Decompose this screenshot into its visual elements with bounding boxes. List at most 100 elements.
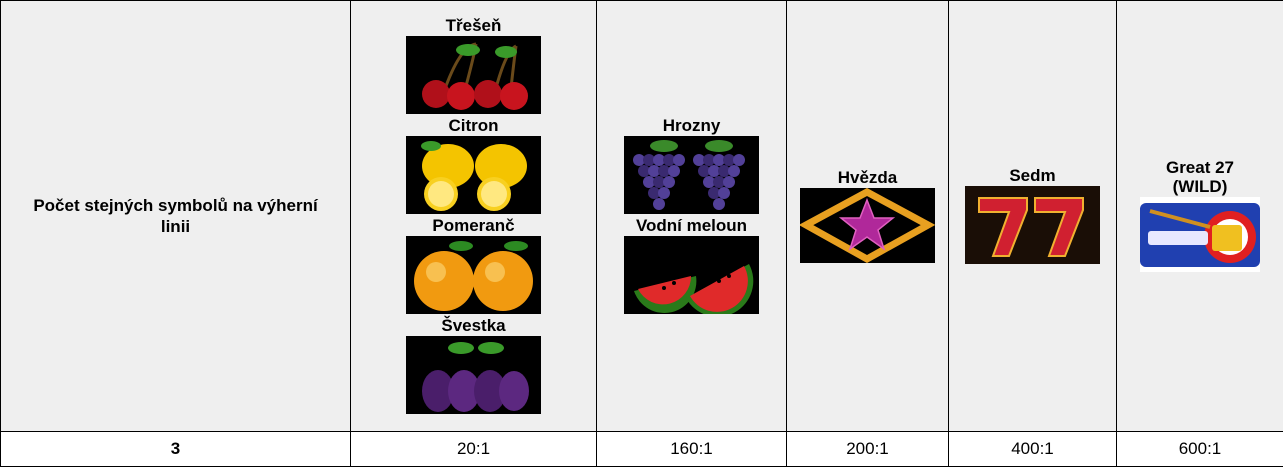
icon-shape	[663, 176, 675, 188]
icon-shape	[650, 140, 678, 152]
icon-shape	[653, 154, 665, 166]
symbol: Vodní meloun	[597, 216, 786, 316]
symbol-cell: Great 27 (WILD)	[1116, 0, 1283, 432]
icon-shape	[648, 187, 660, 199]
icon-shape	[478, 342, 504, 354]
symbol: Great 27 (WILD)	[1117, 158, 1283, 274]
symbol-icon	[1140, 197, 1260, 272]
payout-cell: 400:1	[948, 431, 1117, 467]
icon-shape	[717, 279, 721, 283]
symbol-icon	[624, 136, 759, 214]
icon-shape	[448, 342, 474, 354]
symbol: Sedm	[949, 166, 1116, 266]
icon-shape	[456, 44, 480, 56]
icon-shape	[1149, 209, 1211, 229]
icon-shape	[728, 165, 740, 177]
symbol-icon	[800, 187, 935, 263]
symbol: Pomeranč	[351, 216, 596, 316]
icon-shape	[705, 140, 733, 152]
icon-shape	[1148, 231, 1208, 245]
symbol-name: Citron	[448, 116, 499, 135]
payout-row: 3 20:1 160:1 200:1 400:1 600:1	[0, 431, 1283, 467]
icon-shape	[422, 144, 474, 188]
symbol-icon	[965, 186, 1100, 264]
symbol: Citron	[351, 116, 596, 216]
header-label-cell: Počet stejných symbolů na výherní linii	[0, 0, 351, 432]
icon-shape	[708, 165, 720, 177]
count-cell: 3	[0, 431, 351, 467]
icon-shape	[428, 181, 454, 207]
symbol: Švestka	[351, 316, 596, 416]
icon-shape	[718, 187, 730, 199]
icon-shape	[708, 187, 720, 199]
icon-shape	[703, 154, 715, 166]
icon-shape	[643, 154, 655, 166]
icon-shape	[668, 165, 680, 177]
symbol-name: Hvězda	[837, 167, 898, 187]
icon-shape	[713, 198, 725, 210]
icon-shape	[658, 187, 670, 199]
icon-shape	[474, 80, 502, 108]
symbol-icon	[406, 236, 541, 314]
symbol-cell: Třešeň Citron Pomeranč Švestka	[350, 0, 597, 432]
symbol-name: Sedm	[1009, 166, 1056, 185]
icon-shape	[475, 144, 527, 188]
symbol-icon	[624, 236, 759, 314]
symbol: Hvězda	[787, 168, 948, 265]
icon-shape	[422, 370, 454, 412]
icon-shape	[1212, 225, 1242, 251]
icon-shape	[422, 80, 450, 108]
icon-shape	[638, 165, 650, 177]
icon-shape	[485, 262, 505, 282]
icon-shape	[653, 176, 665, 188]
header-label: Počet stejných symbolů na výherní linii	[33, 196, 318, 236]
icon-shape	[643, 176, 655, 188]
payout-cell: 600:1	[1116, 431, 1283, 467]
icon-shape	[838, 197, 896, 251]
icon-shape	[713, 154, 725, 166]
icon-shape	[723, 176, 735, 188]
symbol-cell: Hrozny Vodní meloun	[596, 0, 787, 432]
symbol-cell: Hvězda	[786, 0, 949, 432]
icon-shape	[663, 154, 675, 166]
icon-shape	[481, 181, 507, 207]
icon-shape	[653, 198, 665, 210]
icon-shape	[733, 154, 745, 166]
icon-shape	[723, 154, 735, 166]
symbol-name: Švestka	[441, 316, 506, 335]
icon-shape	[500, 82, 528, 110]
icon-shape	[648, 165, 660, 177]
icon-shape	[698, 165, 710, 177]
symbol-icon	[406, 136, 541, 214]
icon-shape	[978, 197, 1028, 257]
symbol: Třešeň	[351, 16, 596, 116]
icon-shape	[448, 370, 480, 412]
icon-shape	[718, 165, 730, 177]
symbol-cell: Sedm	[948, 0, 1117, 432]
header-row: Počet stejných symbolů na výherní linii …	[0, 0, 1283, 432]
symbol-name: Vodní meloun	[635, 216, 748, 235]
icon-shape	[638, 276, 692, 305]
icon-shape	[693, 154, 705, 166]
icon-shape	[703, 176, 715, 188]
icon-shape	[662, 286, 666, 290]
icon-shape	[495, 46, 517, 58]
payout-cell: 20:1	[350, 431, 597, 467]
symbol: Hrozny	[597, 116, 786, 216]
icon-shape	[800, 187, 935, 263]
icon-shape	[690, 266, 748, 312]
payout-cell: 160:1	[596, 431, 787, 467]
icon-shape	[727, 274, 731, 278]
symbol-name: Great 27 (WILD)	[1165, 158, 1235, 196]
icon-shape	[504, 241, 528, 251]
symbol-name: Třešeň	[445, 16, 502, 35]
icon-shape	[474, 370, 506, 412]
icon-shape	[499, 371, 529, 411]
icon-shape	[449, 241, 473, 251]
icon-shape	[673, 154, 685, 166]
symbol-icon	[406, 336, 541, 414]
icon-shape	[713, 176, 725, 188]
symbol-name: Hrozny	[662, 116, 721, 135]
icon-shape	[672, 281, 676, 285]
